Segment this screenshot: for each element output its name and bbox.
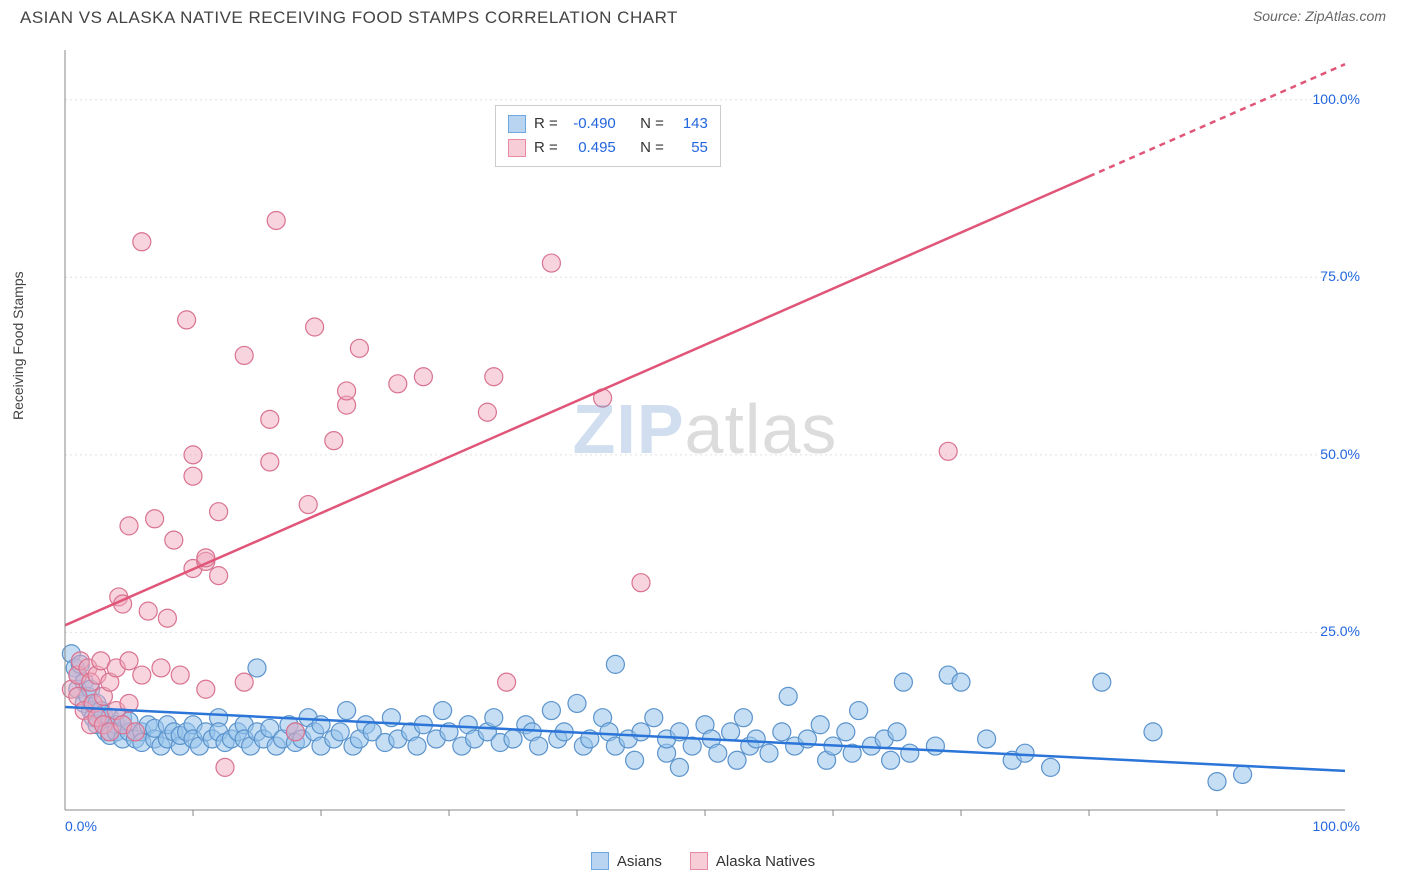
- n-value: 143: [672, 112, 708, 136]
- n-value: 55: [672, 136, 708, 160]
- y-tick-label: 50.0%: [1320, 446, 1360, 462]
- n-label: N =: [640, 112, 664, 136]
- y-axis-label: Receiving Food Stamps: [10, 271, 26, 420]
- legend-label: Alaska Natives: [716, 853, 815, 870]
- y-tick-label: 100.0%: [1313, 91, 1360, 107]
- y-tick-label: 75.0%: [1320, 268, 1360, 284]
- r-value: 0.495: [566, 136, 616, 160]
- source-attribution: Source: ZipAtlas.com: [1253, 8, 1386, 24]
- scatter-plot-svg: [50, 50, 1360, 840]
- y-tick-label: 25.0%: [1320, 623, 1360, 639]
- legend-correlation-row: R = 0.495 N = 55: [508, 136, 708, 160]
- chart-title: ASIAN VS ALASKA NATIVE RECEIVING FOOD ST…: [20, 8, 678, 28]
- chart-container: ZIPatlas R =-0.490 N =143R =0.495 N =55 …: [50, 50, 1360, 840]
- legend-swatch: [508, 139, 526, 157]
- r-label: R =: [534, 136, 558, 160]
- legend-label: Asians: [617, 853, 662, 870]
- r-label: R =: [534, 112, 558, 136]
- n-label: N =: [640, 136, 664, 160]
- x-tick-label: 0.0%: [65, 818, 97, 834]
- legend-correlation-box: R = -0.490 N = 143 R = 0.495 N = 55: [495, 105, 721, 167]
- legend-swatch: [591, 852, 609, 870]
- r-value: -0.490: [566, 112, 616, 136]
- legend-bottom: Asians Alaska Natives: [0, 852, 1406, 870]
- legend-swatch: [508, 115, 526, 133]
- legend-item: Asians: [591, 852, 662, 870]
- legend-correlation-row: R = -0.490 N = 143: [508, 112, 708, 136]
- legend-swatch: [690, 852, 708, 870]
- legend-item: Alaska Natives: [690, 852, 815, 870]
- x-tick-label: 100.0%: [1313, 818, 1360, 834]
